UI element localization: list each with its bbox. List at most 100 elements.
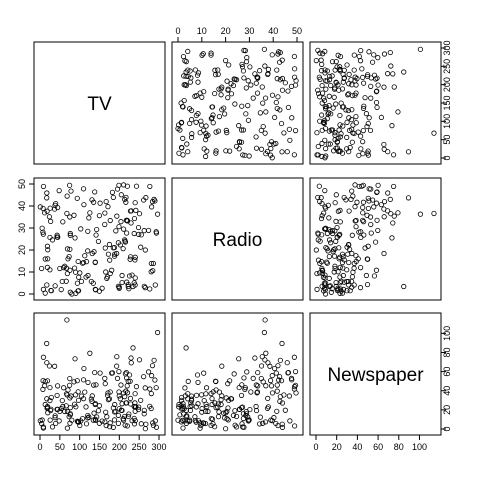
data-point: [254, 390, 260, 396]
data-point: [192, 414, 198, 420]
data-point: [59, 278, 65, 285]
data-point: [360, 128, 366, 134]
data-point: [262, 63, 268, 69]
data-point: [257, 68, 263, 74]
data-point: [81, 202, 87, 208]
data-point: [183, 345, 189, 351]
data-point: [193, 92, 200, 99]
tick-label: 100: [72, 442, 87, 452]
data-point: [87, 350, 93, 356]
data-point: [431, 210, 437, 217]
data-point: [317, 50, 323, 56]
data-point: [316, 74, 322, 80]
data-point: [322, 137, 328, 143]
data-point: [61, 264, 67, 271]
data-point: [326, 275, 332, 281]
data-point: [369, 197, 376, 203]
data-point: [395, 210, 401, 216]
data-point: [333, 218, 339, 224]
data-point: [208, 52, 214, 58]
data-point: [338, 100, 344, 106]
data-point: [132, 418, 138, 424]
data-point: [218, 92, 224, 98]
data-point: [47, 417, 53, 423]
data-point: [279, 400, 286, 406]
data-point: [44, 360, 50, 366]
data-point: [366, 198, 372, 204]
data-point: [335, 269, 341, 275]
data-point: [223, 410, 229, 416]
data-point: [185, 149, 191, 155]
data-point: [328, 82, 334, 89]
tick-label: 10: [197, 26, 207, 36]
data-point: [417, 211, 424, 217]
data-point: [85, 228, 91, 234]
data-point: [265, 66, 272, 72]
data-point: [45, 247, 51, 253]
data-point: [272, 365, 278, 372]
data-point: [209, 396, 215, 402]
data-point: [40, 205, 46, 212]
data-point: [44, 243, 51, 249]
data-point: [340, 286, 347, 292]
data-point: [187, 106, 193, 112]
data-point: [327, 141, 333, 147]
data-point: [368, 221, 374, 228]
data-point: [337, 274, 343, 280]
data-point: [337, 53, 344, 60]
data-point: [145, 369, 152, 375]
data-point: [387, 196, 393, 202]
data-point: [263, 350, 269, 356]
tick-label: 50: [17, 179, 27, 189]
data-point: [336, 245, 342, 251]
data-point: [48, 288, 54, 294]
data-point: [37, 418, 43, 424]
panel-tv-vs-newspaper: [309, 41, 442, 165]
data-point: [346, 81, 352, 87]
data-point: [277, 357, 283, 363]
data-point: [360, 80, 367, 86]
data-point: [354, 199, 360, 205]
data-point: [203, 133, 210, 139]
data-point: [147, 286, 153, 292]
data-point: [225, 95, 231, 101]
data-point: [124, 279, 130, 285]
data-point: [317, 260, 323, 267]
data-point: [133, 384, 140, 390]
data-point: [59, 397, 65, 404]
data-point: [145, 227, 152, 234]
panel-newspaper-vs-radio: [171, 312, 304, 436]
data-point: [199, 409, 205, 415]
data-point: [372, 76, 379, 82]
data-point: [153, 230, 160, 236]
data-point: [224, 130, 230, 136]
data-point: [123, 199, 129, 205]
data-point: [188, 396, 195, 402]
data-point: [231, 76, 237, 82]
data-point: [52, 363, 58, 369]
data-point: [55, 383, 61, 389]
data-point: [195, 79, 201, 85]
data-point: [102, 221, 108, 228]
data-point: [226, 397, 232, 403]
data-point: [324, 260, 330, 266]
data-point: [93, 417, 99, 423]
data-point: [315, 257, 322, 263]
data-point: [275, 422, 281, 429]
panel-frame: [309, 177, 442, 301]
data-point: [314, 286, 320, 292]
data-point: [241, 75, 247, 81]
data-point: [274, 408, 280, 414]
data-point: [213, 150, 219, 156]
data-point: [326, 77, 333, 83]
panel-newspaper-vs-newspaper: Newspaper: [309, 312, 442, 436]
radio-y-axis: 0 10 20 30 40 50: [17, 179, 35, 297]
data-point: [285, 369, 292, 376]
data-point: [352, 182, 358, 188]
data-point: [255, 383, 261, 389]
data-point: [150, 260, 157, 267]
data-point: [319, 267, 325, 273]
data-point: [215, 414, 222, 420]
data-point: [339, 86, 346, 92]
data-point: [401, 69, 407, 75]
